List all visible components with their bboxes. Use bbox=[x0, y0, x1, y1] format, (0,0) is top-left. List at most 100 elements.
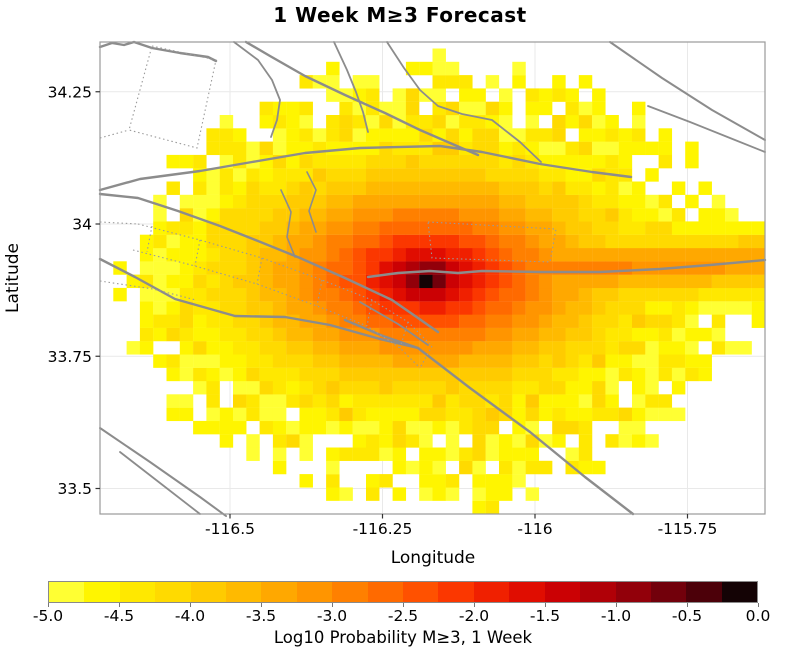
heatmap-cell bbox=[485, 381, 500, 395]
heatmap-cell bbox=[139, 234, 154, 249]
heatmap-cell bbox=[166, 301, 180, 315]
heatmap-cell bbox=[419, 234, 433, 249]
heatmap-cell bbox=[512, 327, 526, 342]
heatmap-cell bbox=[419, 327, 433, 342]
heatmap-cell bbox=[179, 261, 194, 275]
heatmap-cell bbox=[592, 274, 606, 289]
heatmap-cell bbox=[512, 381, 526, 395]
heatmap-cell bbox=[485, 367, 500, 382]
heatmap-cell bbox=[339, 221, 353, 235]
heatmap-cell bbox=[392, 420, 407, 435]
heatmap-cell bbox=[286, 274, 300, 289]
heatmap-cell bbox=[499, 234, 513, 249]
heatmap-cell bbox=[392, 434, 407, 448]
heatmap-cell bbox=[299, 101, 313, 116]
heatmap-cell bbox=[139, 261, 154, 275]
heatmap-cell bbox=[671, 274, 686, 289]
colorbar-segment bbox=[155, 582, 191, 602]
heatmap-cell bbox=[392, 181, 407, 195]
heatmap-cell bbox=[299, 341, 313, 355]
heatmap-cell bbox=[512, 181, 526, 195]
heatmap-cell bbox=[485, 101, 500, 116]
heatmap-cell bbox=[206, 341, 220, 355]
heatmap-cell bbox=[632, 341, 646, 355]
heatmap-cell bbox=[219, 208, 234, 222]
heatmap-cell bbox=[552, 341, 566, 355]
heatmap-cell bbox=[658, 394, 673, 408]
heatmap-cell bbox=[206, 367, 220, 382]
heatmap-cell bbox=[525, 248, 540, 262]
fault-top-hook bbox=[233, 41, 281, 138]
heatmap-cell bbox=[512, 287, 526, 302]
heatmap-cell bbox=[578, 248, 593, 262]
heatmap-cell bbox=[432, 61, 446, 76]
heatmap-cell bbox=[392, 394, 407, 408]
heatmap-cell bbox=[592, 181, 606, 195]
heatmap-cell bbox=[233, 194, 247, 209]
heatmap-cell bbox=[499, 274, 513, 289]
heatmap-cell bbox=[485, 141, 500, 156]
heatmap-cell bbox=[472, 128, 486, 142]
colorbar-segment bbox=[544, 582, 581, 602]
heatmap-cell bbox=[286, 181, 300, 195]
heatmap-cell bbox=[326, 394, 340, 408]
heatmap-cell bbox=[592, 248, 606, 262]
heatmap-cell bbox=[419, 287, 433, 302]
heatmap-cell bbox=[552, 181, 566, 195]
heatmap-cell bbox=[578, 447, 593, 461]
heatmap-cell bbox=[485, 261, 500, 275]
heatmap-cell bbox=[379, 261, 393, 275]
heatmap-cell bbox=[419, 221, 433, 235]
heatmap-cell bbox=[538, 287, 553, 302]
heatmap-cell bbox=[538, 407, 553, 422]
heatmap-cell bbox=[405, 434, 420, 448]
heatmap-cell bbox=[645, 341, 659, 355]
heatmap-cell bbox=[432, 221, 446, 235]
colorbar-tickmark bbox=[332, 603, 333, 607]
heatmap-cell bbox=[179, 354, 194, 368]
heatmap-cell bbox=[419, 394, 433, 408]
fault-hotspot-fault bbox=[366, 258, 767, 279]
heatmap-cell bbox=[259, 367, 274, 382]
heatmap-cell bbox=[632, 115, 646, 129]
heatmap-cell bbox=[246, 314, 260, 328]
heatmap-cell bbox=[499, 327, 513, 342]
heatmap-cell bbox=[233, 314, 247, 328]
heatmap-cell bbox=[485, 314, 500, 328]
heatmap-cell bbox=[379, 115, 393, 129]
heatmap-cell bbox=[366, 447, 380, 461]
heatmap-cell bbox=[459, 181, 473, 195]
heatmap-cell bbox=[618, 354, 633, 368]
heatmap-cell bbox=[326, 208, 340, 222]
heatmap-cell bbox=[618, 301, 633, 315]
heatmap-cell bbox=[193, 420, 207, 435]
heatmap-cell bbox=[645, 208, 659, 222]
heatmap-cell bbox=[339, 194, 353, 209]
heatmap-cell bbox=[525, 168, 540, 182]
heatmap-cell bbox=[392, 354, 407, 368]
heatmap-cell bbox=[379, 301, 393, 315]
heatmap-cell bbox=[538, 181, 553, 195]
fault-top-wiggle bbox=[98, 40, 218, 63]
heatmap-cell bbox=[512, 367, 526, 382]
heatmap-cell bbox=[485, 168, 500, 182]
heatmap-cell bbox=[166, 314, 180, 328]
heatmap-cell bbox=[578, 141, 593, 156]
heatmap-cell bbox=[259, 394, 274, 408]
fault-top-short bbox=[333, 41, 369, 133]
heatmap-cell bbox=[525, 460, 540, 475]
heatmap-cell bbox=[219, 168, 234, 182]
heatmap-cell bbox=[738, 248, 752, 262]
heatmap-cell bbox=[459, 154, 473, 169]
heatmap-cell bbox=[538, 367, 553, 382]
heatmap-cell bbox=[512, 168, 526, 182]
heatmap-cell bbox=[552, 314, 566, 328]
heatmap-cell bbox=[366, 314, 380, 328]
heatmap-cell bbox=[352, 194, 367, 209]
heatmap-cell bbox=[671, 354, 686, 368]
colorbar-segment bbox=[296, 582, 333, 602]
heatmap-cell bbox=[472, 287, 486, 302]
colorbar-tick-label: -1.5 bbox=[529, 607, 561, 625]
heatmap-cell bbox=[698, 248, 712, 262]
fault-dotted-rung-6 bbox=[399, 321, 409, 349]
